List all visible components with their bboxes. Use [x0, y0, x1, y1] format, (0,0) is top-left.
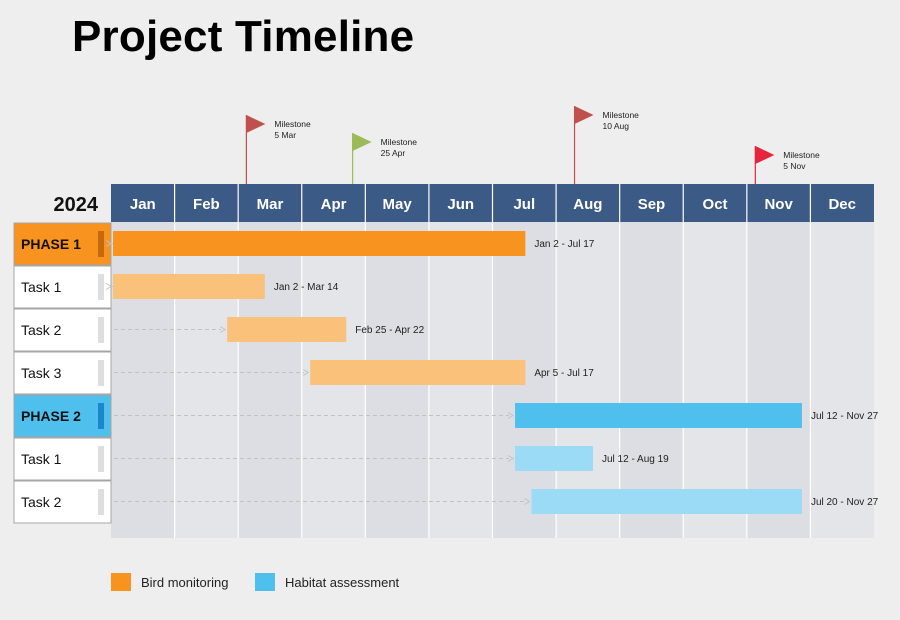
connector-arrow-icon: [507, 412, 515, 419]
month-label-feb: Feb: [193, 196, 220, 213]
connector-arrow-icon: [507, 455, 515, 462]
bar-range-label: Jul 12 - Aug 19: [602, 454, 669, 465]
legend-item-bird-monitoring: Bird monitoring: [111, 573, 228, 591]
milestone-label: Milestone: [381, 137, 418, 147]
gantt-bar: [227, 317, 347, 342]
month-label-dec: Dec: [828, 196, 856, 213]
row-handle: [98, 403, 104, 429]
bar-range-label: Apr 5 - Jul 17: [534, 368, 594, 379]
gantt-bar: [113, 274, 265, 299]
task-label: Task 1: [21, 279, 62, 295]
connector-arrow-icon: [219, 326, 227, 333]
month-label-aug: Aug: [573, 196, 602, 213]
legend-swatch-habitat-assessment: [255, 573, 275, 591]
bar-range-label: Jul 12 - Nov 27: [811, 411, 879, 422]
connector-arrow-icon: [105, 283, 113, 290]
milestone-flag-icon: [246, 115, 266, 133]
milestone-flag-icon: [574, 106, 594, 124]
milestone-label: Milestone: [783, 150, 820, 160]
month-label-jan: Jan: [130, 196, 156, 213]
milestone-date: 25 Apr: [381, 148, 406, 158]
legend-label-bird-monitoring: Bird monitoring: [141, 574, 229, 590]
grid-column-jan: [111, 222, 175, 538]
row-handle: [98, 360, 104, 386]
gantt-bar: [310, 360, 526, 385]
month-label-apr: Apr: [321, 196, 347, 213]
month-label-jun: Jun: [447, 196, 474, 213]
task-label-cell: [13, 351, 112, 395]
month-label-mar: Mar: [257, 196, 284, 213]
task-label-cell: [13, 437, 112, 481]
task-label: Task 1: [21, 451, 62, 467]
row-handle: [98, 489, 104, 515]
month-label-oct: Oct: [703, 196, 728, 213]
milestone-flag-icon: [755, 146, 775, 164]
milestone-date: 5 Mar: [274, 130, 296, 140]
task-label-cell: [13, 480, 112, 524]
milestone-date: 5 Nov: [783, 161, 806, 171]
connector-arrow-icon: [302, 369, 310, 376]
phase-label: PHASE 2: [21, 408, 81, 424]
month-label-may: May: [383, 196, 413, 213]
gantt-bar: [113, 231, 526, 256]
bar-range-label: Jan 2 - Jul 17: [534, 239, 594, 250]
phase-label-cell: [13, 394, 112, 438]
grid-column-aug: [556, 222, 620, 538]
milestone-label: Milestone: [603, 110, 640, 120]
legend-swatch-bird-monitoring: [111, 573, 131, 591]
year-label: 2024: [54, 194, 99, 216]
gantt-bar: [531, 489, 802, 514]
grid-column-mar: [238, 222, 302, 538]
bar-range-label: Jan 2 - Mar 14: [274, 282, 339, 293]
gantt-bar: [515, 446, 594, 471]
task-label-cell: [13, 308, 112, 352]
month-label-nov: Nov: [764, 196, 793, 213]
month-label-sep: Sep: [638, 196, 666, 213]
row-handle: [98, 446, 104, 472]
task-label: Task 2: [21, 322, 62, 338]
grid-column-nov: [746, 222, 811, 538]
month-label-jul: Jul: [513, 196, 535, 213]
row-handle: [98, 274, 104, 300]
milestone-label: Milestone: [274, 119, 311, 129]
page-title: Project Timeline: [72, 12, 415, 61]
grid-column-sep: [619, 222, 684, 538]
phase-label-cell: [13, 222, 112, 266]
phase-label: PHASE 1: [21, 236, 81, 252]
row-handle: [98, 317, 104, 343]
grid-column-oct: [683, 222, 747, 538]
legend-label-habitat-assessment: Habitat assessment: [285, 574, 400, 590]
connector-arrow-icon: [105, 240, 113, 247]
task-label-cell: [13, 265, 112, 309]
row-handle: [98, 231, 104, 257]
milestone-flag-icon: [352, 133, 372, 151]
grid-column-dec: [810, 222, 874, 538]
gantt-bar: [515, 403, 802, 428]
task-label: Task 3: [21, 365, 62, 381]
milestone-date: 10 Aug: [603, 121, 630, 131]
legend-item-habitat-assessment: Habitat assessment: [255, 573, 399, 591]
task-label: Task 2: [21, 494, 62, 510]
grid-column-feb: [174, 222, 239, 538]
bar-range-label: Feb 25 - Apr 22: [355, 325, 424, 336]
connector-arrow-icon: [524, 498, 531, 505]
bar-range-label: Jul 20 - Nov 27: [811, 497, 879, 508]
